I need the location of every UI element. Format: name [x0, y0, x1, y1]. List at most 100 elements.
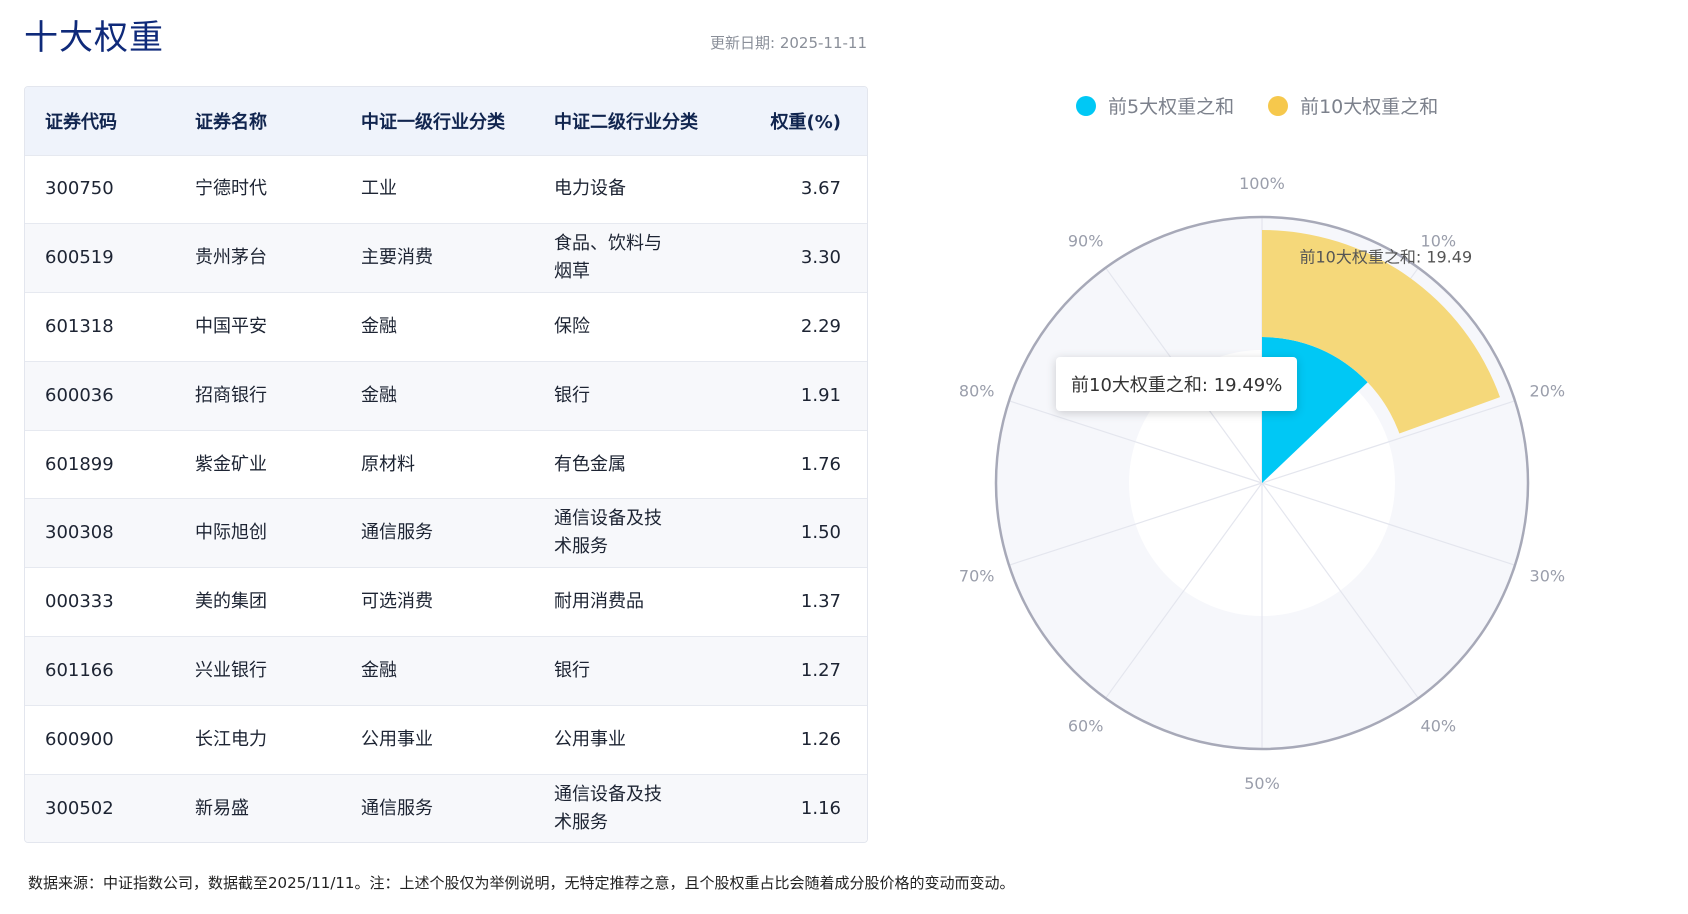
cell-name: 长江电力 — [195, 728, 267, 750]
cell-name: 紫金矿业 — [195, 453, 267, 475]
legend-dot-top10 — [1268, 95, 1289, 116]
table-row: 600519 贵州茅台 主要消费 食品、饮料与烟草 3.30 — [25, 223, 867, 293]
cell-industry-l1: 通信服务 — [361, 522, 433, 544]
table-row: 601318 中国平安 金融 保险 2.29 — [25, 292, 867, 362]
cell-industry-l1: 金融 — [361, 659, 397, 681]
legend-item-top5[interactable]: 前5大权重之和 — [1076, 92, 1234, 119]
legend-item-top10[interactable]: 前10大权重之和 — [1268, 92, 1438, 119]
cell-code: 600519 — [45, 247, 114, 269]
table-header-row: 证券代码 证券名称 中证一级行业分类 中证二级行业分类 权重(%) — [25, 87, 867, 155]
cell-code: 000333 — [45, 591, 114, 613]
cell-industry-l2: 银行 — [554, 659, 590, 681]
cell-name: 宁德时代 — [195, 178, 267, 200]
table-row: 601166 兴业银行 金融 银行 1.27 — [25, 636, 867, 706]
angle-tick-label: 40% — [1421, 717, 1457, 736]
cell-industry-l1: 工业 — [361, 178, 397, 200]
cell-name: 中国平安 — [195, 315, 267, 337]
chart-spoke — [1261, 400, 1516, 484]
angle-tick-label: 30% — [1530, 567, 1566, 586]
angle-tick-label: 70% — [959, 567, 995, 586]
cell-name: 贵州茅台 — [195, 247, 267, 269]
cell-code: 600900 — [45, 728, 114, 750]
angle-tick-label: 80% — [959, 381, 995, 400]
cell-weight: 1.76 — [800, 453, 841, 475]
cell-industry-l2: 银行 — [554, 384, 590, 406]
legend-label-top5: 前5大权重之和 — [1108, 96, 1235, 118]
col-header-name: 证券名称 — [195, 111, 267, 133]
cell-name: 美的集团 — [195, 591, 267, 613]
cell-weight: 2.29 — [800, 315, 841, 337]
cell-code: 300502 — [45, 797, 114, 819]
cell-industry-l2: 耐用消费品 — [554, 591, 644, 613]
cell-industry-l2: 保险 — [554, 315, 590, 337]
cell-industry-l1: 公用事业 — [361, 728, 433, 750]
data-label-top10: 前10大权重之和: 19.49 — [1299, 247, 1472, 266]
cell-code: 601166 — [45, 659, 114, 681]
cell-industry-l1: 金融 — [361, 315, 397, 337]
table-row: 300750 宁德时代 工业 电力设备 3.67 — [25, 155, 867, 224]
angle-tick-label: 20% — [1530, 381, 1566, 400]
cell-industry-l2: 有色金属 — [554, 453, 626, 475]
table-row: 300502 新易盛 通信服务 通信设备及技术服务 1.16 — [25, 774, 867, 842]
cell-weight: 1.50 — [800, 522, 841, 544]
polar-bar-chart: 100% 10% 20% 30% 40% 50% 60% 70% 80% 90% 前10大权重之和:… — [959, 174, 1566, 790]
cell-industry-l1: 原材料 — [361, 453, 415, 475]
bar-top10 — [1262, 230, 1500, 434]
page-title: 十大权重 — [24, 18, 164, 58]
chart-legend: 前5大权重之和 前10大权重之和 — [1076, 92, 1438, 119]
table-row: 300308 中际旭创 通信服务 通信设备及技术服务 1.50 — [25, 498, 867, 568]
cell-weight: 1.16 — [800, 797, 841, 819]
table-body: 300750 宁德时代 工业 电力设备 3.67 600519 贵州茅台 主要消费 食品、饮料与… — [25, 155, 867, 842]
cell-code: 601899 — [45, 453, 114, 475]
footnote: 数据来源：中证指数公司，数据截至2025/11/11。注：上述个股仅为举例说明，… — [28, 874, 1015, 892]
chart-outer-ring — [994, 215, 1530, 751]
cell-industry-l2: 通信设备及技术服务 — [554, 508, 662, 558]
cell-industry-l2: 通信设备及技术服务 — [554, 783, 662, 833]
cell-code: 600036 — [45, 384, 114, 406]
legend-dot-top5 — [1076, 95, 1096, 116]
cell-code: 601318 — [45, 315, 114, 337]
col-header-industry-l1: 中证一级行业分类 — [361, 111, 505, 133]
cell-weight: 3.30 — [800, 247, 841, 269]
col-header-code: 证券代码 — [45, 111, 117, 133]
cell-name: 新易盛 — [195, 797, 249, 819]
angle-tick-label: 100% — [1239, 174, 1285, 193]
chart-spoke — [1008, 482, 1263, 566]
legend-label-top10: 前10大权重之和 — [1300, 96, 1439, 118]
table-row: 601899 紫金矿业 原材料 有色金属 1.76 — [25, 430, 867, 499]
cell-weight: 1.37 — [800, 591, 841, 613]
angle-tick-label: 90% — [1068, 231, 1104, 250]
cell-industry-l1: 通信服务 — [361, 797, 433, 819]
cell-code: 300750 — [45, 178, 114, 200]
cell-industry-l1: 主要消费 — [361, 247, 433, 269]
table-row: 600900 长江电力 公用事业 公用事业 1.26 — [25, 705, 867, 774]
angle-tick-label: 60% — [1068, 717, 1104, 736]
cell-industry-l2: 公用事业 — [554, 728, 626, 750]
cell-industry-l1: 可选消费 — [361, 591, 433, 613]
holdings-table: 证券代码 证券名称 中证一级行业分类 中证二级行业分类 权重(%) 300750… — [24, 86, 868, 843]
col-header-weight: 权重(%) — [770, 111, 842, 133]
cell-industry-l2: 食品、饮料与烟草 — [554, 233, 662, 283]
chart-spoke — [1008, 400, 1263, 484]
cell-industry-l2: 电力设备 — [554, 178, 626, 200]
table-row: 000333 美的集团 可选消费 耐用消费品 1.37 — [25, 567, 867, 637]
table-row: 600036 招商银行 金融 银行 1.91 — [25, 361, 867, 431]
cell-industry-l1: 金融 — [361, 384, 397, 406]
cell-weight: 1.27 — [800, 659, 841, 681]
cell-code: 300308 — [45, 522, 114, 544]
update-date: 更新日期: 2025-11-11 — [710, 34, 867, 52]
cell-weight: 1.91 — [800, 384, 841, 406]
angle-tick-label: 50% — [1244, 774, 1280, 790]
chart-spoke — [1261, 482, 1516, 566]
cell-name: 招商银行 — [195, 384, 267, 406]
cell-weight: 1.26 — [800, 728, 841, 750]
cell-weight: 3.67 — [800, 178, 841, 200]
chart-spoke — [1261, 482, 1419, 699]
cell-name: 中际旭创 — [195, 522, 267, 544]
cell-name: 兴业银行 — [195, 659, 267, 681]
angle-tick-label: 10% — [1421, 231, 1457, 250]
chart-tooltip: 前10大权重之和: 19.49% — [1056, 357, 1298, 411]
col-header-industry-l2: 中证二级行业分类 — [554, 111, 698, 133]
chart-spoke — [1105, 482, 1263, 699]
